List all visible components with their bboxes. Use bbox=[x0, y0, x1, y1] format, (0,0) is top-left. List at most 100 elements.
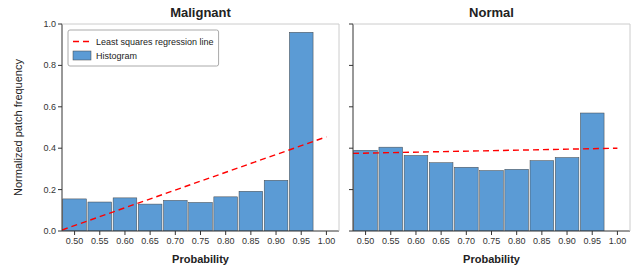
y-tick bbox=[349, 231, 353, 232]
y-axis-label: Normalized patch frequency bbox=[12, 59, 24, 196]
y-tick bbox=[349, 148, 353, 149]
chart-title: Normal bbox=[469, 5, 514, 20]
x-tick-label: 1.00 bbox=[609, 236, 627, 246]
y-tick-label: 0.6 bbox=[43, 102, 56, 112]
x-tick-label: 0.95 bbox=[583, 236, 601, 246]
y-tick bbox=[58, 148, 62, 149]
histogram-bar bbox=[354, 150, 378, 231]
plot-area bbox=[353, 113, 617, 231]
x-tick bbox=[124, 231, 125, 235]
histogram-bar bbox=[214, 197, 238, 231]
x-tick bbox=[200, 231, 201, 235]
x-tick bbox=[466, 231, 467, 235]
legend-swatch bbox=[73, 51, 91, 60]
page: {"chart_data": [ {"type": "bar", "title"… bbox=[0, 0, 640, 271]
x-tick bbox=[491, 231, 492, 235]
histogram-bar bbox=[580, 113, 604, 231]
legend-swatch bbox=[73, 41, 91, 42]
x-tick-label: 0.75 bbox=[192, 236, 210, 246]
x-tick-label: 0.65 bbox=[141, 236, 159, 246]
plot-frame bbox=[62, 24, 339, 25]
y-tick-label: 0.4 bbox=[43, 143, 56, 153]
histogram-bar bbox=[189, 202, 213, 231]
x-tick-label: 1.00 bbox=[318, 236, 336, 246]
plot-frame bbox=[339, 24, 340, 231]
regression-line bbox=[62, 137, 326, 230]
y-tick bbox=[349, 24, 353, 25]
x-tick bbox=[441, 231, 442, 235]
y-tick bbox=[58, 24, 62, 25]
y-tick-label: 0.2 bbox=[43, 185, 56, 195]
plot-frame bbox=[353, 24, 630, 25]
x-tick bbox=[516, 231, 517, 235]
x-tick bbox=[175, 231, 176, 235]
x-tick bbox=[150, 231, 151, 235]
x-tick-label: 0.55 bbox=[91, 236, 109, 246]
chart-title: Malignant bbox=[170, 5, 231, 20]
panel: 0.50 0.55 0.60 0.65 0.70 0.75 0.80 0.85 0.90 0.95… bbox=[12, 5, 339, 265]
histogram-bar bbox=[379, 147, 403, 231]
y-tick bbox=[58, 65, 62, 66]
legend-box bbox=[68, 30, 219, 66]
x-tick-label: 0.90 bbox=[267, 236, 285, 246]
x-tick bbox=[592, 231, 593, 235]
regression-line bbox=[353, 148, 617, 153]
histogram-bar bbox=[530, 161, 554, 231]
chart-figure: 0.50 0.55 0.60 0.65 0.70 0.75 0.80 0.85 0.90 0.95… bbox=[0, 0, 640, 271]
x-tick-label: 0.85 bbox=[533, 236, 551, 246]
x-tick bbox=[390, 231, 391, 235]
x-tick bbox=[99, 231, 100, 235]
x-tick-label: 0.95 bbox=[292, 236, 310, 246]
x-tick bbox=[567, 231, 568, 235]
x-tick bbox=[326, 231, 327, 235]
y-axis-line bbox=[353, 24, 354, 231]
x-tick-label: 0.85 bbox=[242, 236, 260, 246]
y-tick-label: 1.0 bbox=[43, 19, 56, 29]
x-tick-label: 0.50 bbox=[66, 236, 84, 246]
x-tick-label: 0.70 bbox=[167, 236, 185, 246]
y-tick bbox=[349, 65, 353, 66]
histogram-bar bbox=[239, 191, 263, 231]
x-tick-label: 0.75 bbox=[483, 236, 501, 246]
legend: Least squares regression line Histogram bbox=[68, 30, 219, 66]
x-tick bbox=[541, 231, 542, 235]
y-tick-label: 0.0 bbox=[43, 226, 56, 236]
legend-label: Least squares regression line bbox=[96, 37, 214, 47]
histogram-bar bbox=[404, 155, 428, 231]
x-tick bbox=[301, 231, 302, 235]
x-tick bbox=[250, 231, 251, 235]
y-tick bbox=[58, 231, 62, 232]
histogram-bar bbox=[505, 169, 529, 231]
legend-label: Histogram bbox=[96, 51, 137, 61]
histogram-bar bbox=[289, 32, 313, 231]
x-tick-label: 0.60 bbox=[116, 236, 134, 246]
histogram-bar bbox=[454, 167, 478, 231]
x-tick-label: 0.60 bbox=[407, 236, 425, 246]
x-tick-label: 0.80 bbox=[508, 236, 526, 246]
x-tick bbox=[617, 231, 618, 235]
y-tick bbox=[58, 106, 62, 107]
y-tick bbox=[349, 106, 353, 107]
histogram-bar bbox=[138, 204, 162, 231]
x-tick-label: 0.80 bbox=[217, 236, 235, 246]
histogram-bar bbox=[264, 180, 288, 231]
plot-frame bbox=[630, 24, 631, 231]
y-tick bbox=[349, 189, 353, 190]
x-tick-label: 0.50 bbox=[357, 236, 375, 246]
y-tick-label: 0.8 bbox=[43, 60, 56, 70]
x-axis-label: Probability bbox=[172, 253, 230, 265]
y-axis-line bbox=[62, 24, 63, 231]
x-tick bbox=[415, 231, 416, 235]
histogram-bar bbox=[113, 198, 137, 231]
x-tick bbox=[74, 231, 75, 235]
x-tick-label: 0.65 bbox=[432, 236, 450, 246]
x-tick-label: 0.55 bbox=[382, 236, 400, 246]
x-tick bbox=[225, 231, 226, 235]
histogram-bar bbox=[429, 163, 453, 231]
panel: 0.50 0.55 0.60 0.65 0.70 0.75 0.80 0.85 0.90 0.95… bbox=[349, 5, 630, 265]
x-tick bbox=[276, 231, 277, 235]
x-tick-label: 0.70 bbox=[458, 236, 476, 246]
y-tick bbox=[58, 189, 62, 190]
x-tick-label: 0.90 bbox=[558, 236, 576, 246]
x-tick bbox=[365, 231, 366, 235]
